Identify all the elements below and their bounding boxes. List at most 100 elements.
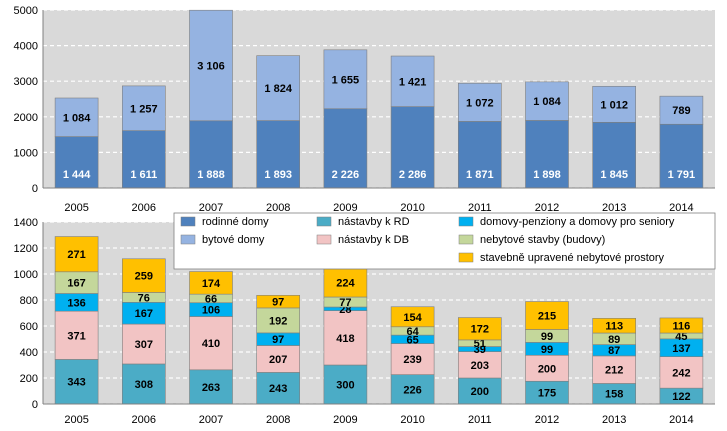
x-tick-label: 2010 bbox=[400, 202, 424, 214]
x-tick-label: 2013 bbox=[602, 414, 626, 426]
y-tick-label: 5000 bbox=[14, 5, 38, 17]
bar-segment bbox=[256, 55, 301, 121]
data-label: 1 845 bbox=[600, 169, 628, 181]
y-tick-label: 0 bbox=[32, 399, 38, 411]
data-label: 64 bbox=[406, 326, 419, 338]
bar-segment bbox=[390, 306, 435, 328]
y-tick-label: 1400 bbox=[14, 217, 38, 229]
bar-segment bbox=[390, 343, 435, 375]
data-label: 1 084 bbox=[63, 112, 91, 124]
legend-label: nástavby k DB bbox=[338, 234, 409, 246]
bar-segment bbox=[122, 323, 166, 365]
bar-segment bbox=[189, 271, 233, 295]
bar-segment bbox=[54, 359, 99, 405]
legend-swatch bbox=[180, 234, 196, 245]
bar-segment bbox=[659, 317, 704, 334]
data-label: 259 bbox=[135, 271, 153, 283]
data-label: 89 bbox=[608, 334, 620, 346]
data-label: 1 421 bbox=[399, 76, 427, 88]
bar-segment bbox=[54, 136, 99, 189]
bar-segment bbox=[525, 301, 569, 330]
data-label: 300 bbox=[336, 380, 354, 392]
bar-segment bbox=[390, 55, 435, 107]
legend-label: rodinné domy bbox=[202, 216, 269, 228]
data-label: 99 bbox=[541, 344, 553, 356]
bottom-chart: 0 200 400 600 800 1000 1200 1400 343 371 136 167 271… bbox=[14, 217, 715, 426]
data-label: 2 226 bbox=[332, 169, 360, 181]
x-tick-label: 2012 bbox=[535, 202, 559, 214]
legend-swatch bbox=[458, 252, 474, 263]
bar-segment bbox=[189, 9, 233, 122]
data-label: 39 bbox=[474, 344, 486, 356]
data-label: 76 bbox=[138, 292, 150, 304]
x-tick-label: 2014 bbox=[669, 202, 693, 214]
bar-segment bbox=[122, 85, 166, 131]
bar-segment bbox=[659, 95, 704, 125]
top-chart: 0 1000 2000 3000 4000 5000 1 444 1 084 1 611 1 25… bbox=[14, 5, 715, 195]
data-label: 203 bbox=[471, 360, 489, 372]
legend-label: stavebně upravené nebytové prostory bbox=[480, 252, 665, 264]
data-label: 242 bbox=[672, 367, 690, 379]
data-label: 207 bbox=[269, 354, 287, 366]
y-tick-label: 4000 bbox=[14, 41, 38, 53]
x-tick-label: 2010 bbox=[400, 414, 424, 426]
data-label: 167 bbox=[135, 308, 153, 320]
bar-segment bbox=[457, 317, 502, 341]
legend-swatch bbox=[316, 216, 332, 227]
bar-segment bbox=[457, 82, 502, 122]
data-label: 1 072 bbox=[466, 97, 494, 109]
data-label: 263 bbox=[202, 382, 220, 394]
bar-segment bbox=[457, 377, 502, 405]
legend-swatch bbox=[180, 216, 196, 227]
data-label: 97 bbox=[272, 297, 284, 309]
x-tick-label: 2006 bbox=[132, 414, 156, 426]
y-tick-label: 1200 bbox=[14, 243, 38, 255]
legend-label: nástavby k RD bbox=[338, 216, 410, 228]
legend-swatch bbox=[458, 216, 474, 227]
legend-label: nebytové stavby (budovy) bbox=[480, 234, 605, 246]
bar-segment bbox=[659, 123, 704, 189]
x-tick-label: 2011 bbox=[468, 202, 492, 214]
y-tick-label: 400 bbox=[20, 347, 38, 359]
bar-segment bbox=[525, 81, 569, 121]
bar-segment bbox=[189, 316, 233, 371]
x-tick-label: 2014 bbox=[669, 414, 693, 426]
data-label: 51 bbox=[474, 338, 486, 350]
data-label: 226 bbox=[403, 384, 421, 396]
data-label: 66 bbox=[205, 293, 217, 305]
data-label: 175 bbox=[538, 388, 556, 400]
y-tick-label: 2000 bbox=[14, 112, 38, 124]
data-label: 307 bbox=[135, 339, 153, 351]
data-label: 1 084 bbox=[533, 96, 561, 108]
data-label: 1 655 bbox=[332, 74, 360, 86]
bar-segment bbox=[525, 354, 569, 382]
data-label: 2 286 bbox=[399, 169, 427, 181]
bar-segment bbox=[323, 108, 368, 189]
data-label: 77 bbox=[339, 297, 351, 309]
y-tick-label: 0 bbox=[32, 183, 38, 195]
y-tick-label: 600 bbox=[20, 321, 38, 333]
x-tick-label: 2013 bbox=[602, 202, 626, 214]
data-label: 239 bbox=[403, 354, 421, 366]
data-label: 371 bbox=[67, 330, 85, 342]
bar-segment bbox=[457, 351, 502, 379]
data-label: 1 444 bbox=[63, 169, 91, 181]
y-tick-label: 1000 bbox=[14, 269, 38, 281]
data-label: 1 871 bbox=[466, 169, 494, 181]
data-label: 789 bbox=[672, 105, 690, 117]
x-tick-label: 2009 bbox=[333, 414, 357, 426]
data-label: 136 bbox=[67, 297, 85, 309]
data-label: 343 bbox=[67, 377, 85, 389]
legend-label: domovy-penziony a domovy pro seniory bbox=[480, 216, 675, 228]
x-tick-label: 2008 bbox=[266, 202, 290, 214]
x-tick-label: 2008 bbox=[266, 414, 290, 426]
data-label: 45 bbox=[675, 331, 687, 343]
data-label: 106 bbox=[202, 305, 220, 317]
bar-segment bbox=[256, 307, 301, 334]
data-label: 167 bbox=[67, 278, 85, 290]
legend-box bbox=[173, 212, 716, 270]
legend-swatch bbox=[316, 234, 332, 245]
bar-segment bbox=[323, 310, 368, 366]
y-tick-label: 800 bbox=[20, 295, 38, 307]
bar-segment bbox=[122, 363, 166, 405]
